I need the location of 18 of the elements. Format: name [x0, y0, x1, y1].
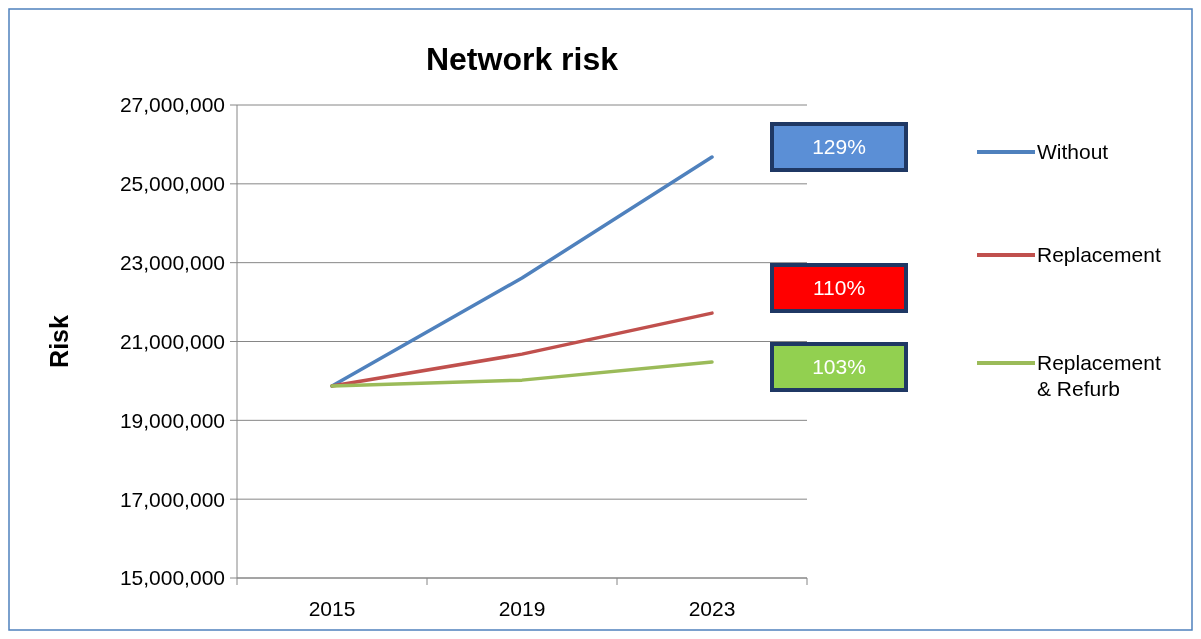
legend-label: Replacement & Refurb — [1037, 351, 1161, 400]
y-tick-label: 17,000,000 — [119, 487, 225, 511]
y-tick-label: 23,000,000 — [119, 251, 225, 275]
y-tick-label: 15,000,000 — [119, 566, 225, 590]
x-tick-label: 2015 — [308, 597, 356, 620]
y-tick-label: 21,000,000 — [119, 329, 225, 353]
chart-title: Network risk — [425, 41, 619, 77]
y-tick-label: 19,000,000 — [119, 408, 225, 432]
y-tick-label: 27,000,000 — [119, 93, 225, 117]
y-tick-label: 25,000,000 — [119, 172, 225, 196]
text: 129% — [812, 135, 866, 159]
x-tick-label: 2023 — [688, 597, 736, 620]
text: 110% — [812, 276, 866, 300]
legend-label: Replacement — [1037, 243, 1161, 267]
legend-label: Without — [1037, 140, 1109, 164]
text: 103% — [812, 355, 866, 379]
x-tick-label: 2019 — [498, 597, 546, 620]
y-axis-title: Risk — [45, 315, 73, 368]
